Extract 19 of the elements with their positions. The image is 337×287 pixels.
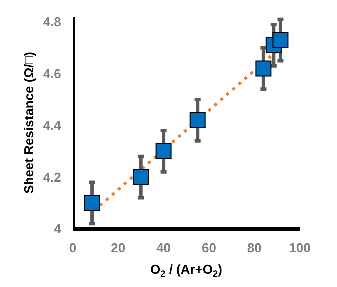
point [156, 143, 172, 160]
point [84, 195, 100, 212]
point [133, 169, 150, 186]
x-tick-label: 80 [247, 240, 262, 256]
y-tick-label: 4 [54, 222, 62, 237]
y-axis-title: Sheet Resistance (Ω/□) [21, 52, 36, 194]
x-tick-label: 0 [69, 240, 77, 256]
y-tick-label: 4.6 [43, 66, 62, 82]
x-tick-label: 100 [289, 240, 311, 256]
x-tick-label: 40 [156, 240, 172, 256]
y-tick-label: 4.8 [43, 14, 62, 30]
x-tick-label: 20 [111, 240, 126, 256]
point [272, 32, 289, 48]
x-tick-label: 60 [202, 240, 216, 256]
y-tick-label: 4.4 [43, 118, 62, 134]
point [256, 60, 272, 77]
point [190, 112, 206, 128]
y-tick-label: 4.2 [43, 170, 62, 185]
x-axis-title: O$_{2}$ / (Ar+O$_{2}$) [150, 262, 222, 279]
